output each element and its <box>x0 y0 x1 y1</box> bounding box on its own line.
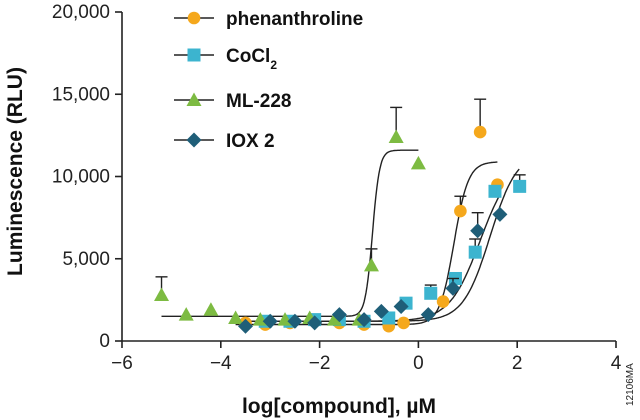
data-point-circle <box>454 204 467 218</box>
y-tick-label: 15,000 <box>52 84 110 105</box>
y-tick-label: 0 <box>99 331 110 352</box>
fit-curve-square <box>235 168 520 322</box>
data-point-square <box>424 286 438 300</box>
data-point-diamond <box>287 313 303 329</box>
fit-curve-triangle <box>161 149 419 317</box>
data-point-triangle <box>388 129 404 144</box>
data-point-diamond <box>492 206 508 222</box>
series-circle <box>239 98 504 333</box>
legend-marker-circle <box>187 11 201 25</box>
legend-item: CoCl2 <box>174 46 277 72</box>
data-point-diamond <box>262 313 278 329</box>
data-point-diamond <box>373 303 389 319</box>
x-tick-label: 2 <box>512 353 523 374</box>
data-point-diamond <box>420 307 436 323</box>
legend-marker-square <box>187 48 201 62</box>
fit-curve-circle <box>235 161 498 326</box>
series-diamond <box>238 206 508 334</box>
data-point-triangle <box>178 307 194 321</box>
data-point-diamond <box>393 298 409 314</box>
data-point-diamond <box>445 280 461 296</box>
data-point-diamond <box>307 315 323 331</box>
legend-marker-triangle <box>186 92 202 106</box>
data-point-triangle <box>326 312 342 326</box>
data-point-square <box>513 179 527 193</box>
legend-label-text: phenanthroline <box>226 9 363 30</box>
y-tick-label: 20,000 <box>52 2 110 23</box>
legend-label: ML-228 <box>226 91 291 112</box>
data-point-circle <box>473 125 487 139</box>
y-tick-label: 10,000 <box>52 167 110 188</box>
legend-item: phenanthroline <box>174 9 363 30</box>
data-point-triangle <box>154 287 170 301</box>
data-point-diamond <box>470 223 486 239</box>
data-point-circle <box>397 316 410 330</box>
legend-label-text: IOX 2 <box>226 131 275 152</box>
data-point-triangle <box>203 302 219 316</box>
data-point-diamond <box>331 307 347 323</box>
data-point-square <box>488 184 502 198</box>
legend-label-text: CoCl <box>226 46 270 67</box>
x-tick-label: −6 <box>111 353 133 374</box>
data-point-triangle <box>228 310 244 324</box>
x-tick-label: 0 <box>413 353 424 374</box>
x-tick-label: −2 <box>309 353 331 374</box>
x-tick-label: −4 <box>210 353 232 374</box>
legend-label-text: ML-228 <box>226 91 291 112</box>
legend-label: phenanthroline <box>226 9 363 30</box>
data-point-diamond <box>356 312 372 328</box>
legend-item: IOX 2 <box>174 131 275 152</box>
legend-label: CoCl2 <box>226 46 277 72</box>
data-point-triangle <box>363 257 379 272</box>
x-axis-title: log[compound], µM <box>242 395 436 418</box>
legend-label-subscript: 2 <box>270 58 277 72</box>
legend-marker-diamond <box>186 132 202 148</box>
data-point-diamond <box>238 318 253 334</box>
y-axis-title: Luminescence (RLU) <box>4 67 27 276</box>
legend-item: ML-228 <box>174 91 291 112</box>
x-tick-label: 4 <box>611 353 622 374</box>
legend-label: IOX 2 <box>226 131 275 152</box>
data-point-square <box>468 245 482 259</box>
data-point-triangle <box>410 155 426 170</box>
data-point-circle <box>436 295 450 308</box>
y-tick-label: 5,000 <box>62 249 110 270</box>
figure-code: 12106MA <box>625 363 636 406</box>
